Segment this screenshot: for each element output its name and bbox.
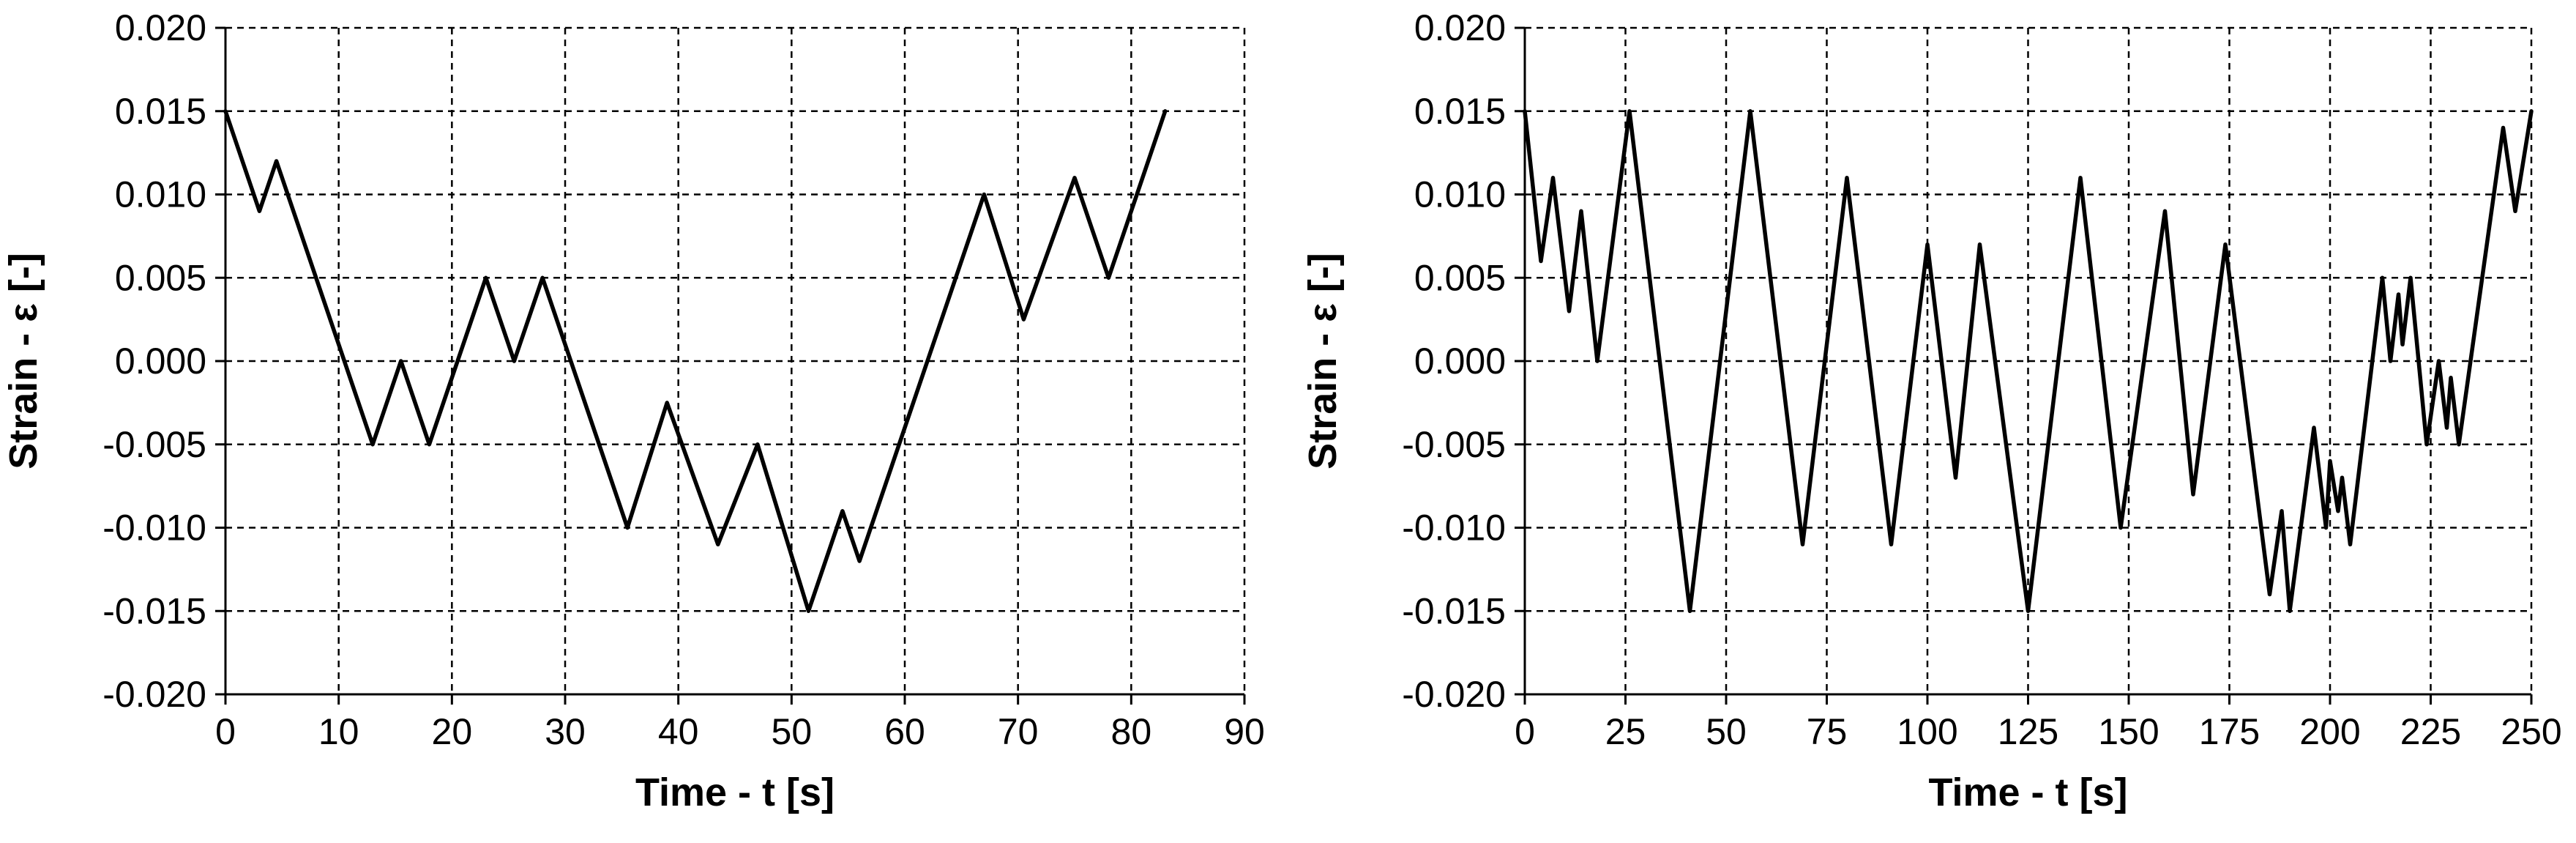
y-tick-label: -0.015: [1402, 590, 1506, 631]
y-tick-label: -0.010: [1402, 508, 1506, 549]
x-tick-label: 125: [1998, 711, 2058, 752]
y-tick-label: 0.020: [1414, 7, 1506, 48]
x-tick-label: 0: [1515, 711, 1535, 752]
x-tick-label: 30: [545, 711, 586, 752]
y-tick-label: 0.020: [115, 7, 206, 48]
x-tick-label: 20: [432, 711, 473, 752]
x-tick-label: 0: [215, 711, 236, 752]
x-axis-label: Time - t [s]: [635, 770, 835, 814]
y-tick-label: 0.015: [115, 91, 206, 132]
left-strain-chart: -0.020 -0.015 -0.010 -0.005 0.000 0.005 0.010 0…: [1, 7, 1265, 814]
x-tick-label: 80: [1111, 711, 1152, 752]
y-tick-label: 0.010: [1414, 174, 1506, 215]
strain-series-line: [223, 109, 1168, 614]
x-tick-label: 25: [1605, 711, 1646, 752]
y-tick-label: -0.020: [102, 674, 206, 715]
y-tick-label: 0.000: [115, 341, 206, 382]
x-tick-label: 225: [2400, 711, 2461, 752]
strain-series-line: [1523, 109, 2534, 614]
x-tick-label: 100: [1897, 711, 1957, 752]
right-strain-chart: -0.020 -0.015 -0.010 -0.005 0.000 0.005 0.010 0…: [1301, 7, 2562, 814]
x-tick-label: 250: [2501, 711, 2561, 752]
x-tick-label: 200: [2299, 711, 2360, 752]
x-tick-label: 10: [318, 711, 359, 752]
x-tick-label: 175: [2199, 711, 2260, 752]
x-tick-label: 50: [772, 711, 813, 752]
y-tick-label: -0.010: [102, 508, 206, 549]
x-tick-label: 70: [998, 711, 1039, 752]
x-tick-label: 40: [658, 711, 699, 752]
x-tick-label: 60: [884, 711, 925, 752]
y-tick-label: -0.005: [102, 424, 206, 465]
y-tick-label: -0.005: [1402, 424, 1506, 465]
y-axis-label: Strain - ε [-]: [1301, 253, 1345, 469]
x-tick-label: 75: [1807, 711, 1848, 752]
x-tick-label: 150: [2098, 711, 2159, 752]
x-tick-label: 50: [1706, 711, 1747, 752]
y-tick-label: 0.010: [115, 174, 206, 215]
x-tick-label: 90: [1224, 711, 1265, 752]
x-axis-label: Time - t [s]: [1928, 770, 2127, 814]
y-axis-label: Strain - ε [-]: [1, 253, 45, 469]
y-tick-label: -0.015: [102, 590, 206, 631]
y-tick-label: 0.015: [1414, 91, 1506, 132]
y-tick-label: 0.000: [1414, 341, 1506, 382]
y-tick-label: 0.005: [1414, 257, 1506, 298]
y-tick-label: 0.005: [115, 257, 206, 298]
y-tick-label: -0.020: [1402, 674, 1506, 715]
